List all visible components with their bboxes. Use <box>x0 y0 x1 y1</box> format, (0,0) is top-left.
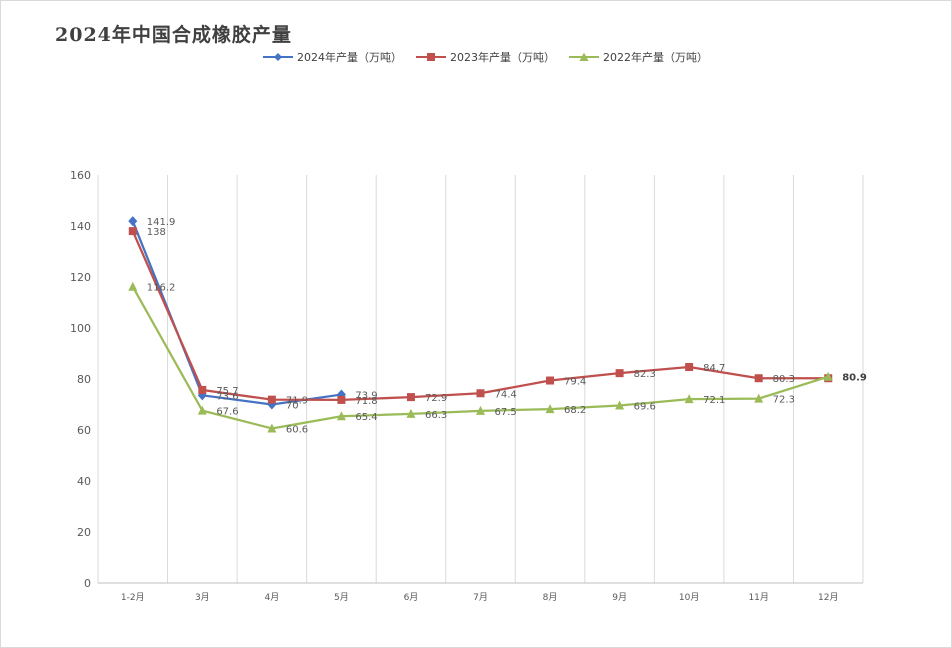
data-label: 116.2 <box>147 283 176 294</box>
data-point-marker <box>615 369 624 378</box>
data-point-marker <box>128 281 138 291</box>
data-point-marker <box>684 394 694 404</box>
data-label: 69.6 <box>634 402 656 413</box>
y-tick-label: 0 <box>84 577 91 590</box>
data-label: 73.9 <box>355 391 377 402</box>
data-point-marker <box>754 393 764 403</box>
legend-marker-2024 <box>263 53 293 61</box>
data-label: 80.9 <box>842 373 867 384</box>
data-point-marker <box>336 411 346 421</box>
data-point-marker <box>197 405 207 415</box>
data-point-marker <box>406 393 415 402</box>
data-label: 75.7 <box>216 386 238 397</box>
data-label: 72.1 <box>703 395 725 406</box>
data-point-marker <box>823 371 833 381</box>
y-tick-label: 80 <box>77 373 91 386</box>
data-point-marker <box>406 408 416 418</box>
data-label: 68.2 <box>564 405 586 416</box>
data-label: 72.9 <box>425 393 447 404</box>
data-label: 65.4 <box>355 412 377 423</box>
legend-item-2023: 2023年产量（万吨） <box>416 49 555 65</box>
data-label: 138 <box>147 227 166 238</box>
x-tick-label: 3月 <box>195 592 210 603</box>
data-point-marker <box>754 374 763 383</box>
data-label: 70 <box>286 401 299 412</box>
data-point-marker <box>685 363 694 372</box>
data-point-marker <box>267 423 277 433</box>
data-point-marker <box>267 395 276 404</box>
data-point-marker <box>476 405 485 415</box>
x-tick-label: 12月 <box>818 592 838 603</box>
chart-title: 2024年中国合成橡胶产量 <box>55 24 292 46</box>
data-label: 71.8 <box>355 396 377 407</box>
y-tick-label: 40 <box>77 475 91 488</box>
legend-label-2024: 2024年产量（万吨） <box>297 51 402 64</box>
data-label: 79.4 <box>564 377 586 388</box>
y-tick-label: 100 <box>70 322 91 335</box>
data-point-marker <box>337 395 346 404</box>
data-point-marker <box>128 216 138 227</box>
data-point-marker <box>545 404 555 414</box>
data-label: 67.5 <box>495 407 517 418</box>
data-label: 66.3 <box>425 410 447 421</box>
x-tick-label: 9月 <box>612 592 627 603</box>
legend-item-2022: 2022年产量（万吨） <box>569 49 708 65</box>
data-label: 74.4 <box>495 389 517 400</box>
data-label: 80.3 <box>773 374 795 385</box>
data-label: 67.6 <box>216 407 238 418</box>
x-tick-label: 5月 <box>334 592 349 603</box>
data-label: 60.6 <box>286 424 308 435</box>
x-tick-label: 11月 <box>748 592 768 603</box>
data-point-marker <box>546 376 555 385</box>
data-point-marker <box>128 227 137 236</box>
legend-marker-2022 <box>569 52 599 61</box>
legend-item-2024: 2024年产量（万吨） <box>263 49 402 65</box>
legend-marker-2023 <box>416 53 446 61</box>
x-tick-label: 4月 <box>264 592 279 603</box>
x-tick-label: 10月 <box>679 592 699 603</box>
data-label: 73.6 <box>216 391 238 402</box>
y-tick-label: 20 <box>77 526 91 539</box>
y-tick-label: 160 <box>70 169 91 182</box>
data-point-marker <box>615 400 625 410</box>
x-tick-label: 1-2月 <box>121 592 145 603</box>
data-label: 82.3 <box>634 369 656 380</box>
y-tick-label: 60 <box>77 424 91 437</box>
data-point-marker <box>198 385 207 394</box>
data-point-marker <box>476 389 485 398</box>
y-tick-label: 120 <box>70 271 91 284</box>
x-tick-label: 8月 <box>543 592 558 603</box>
legend-label-2022: 2022年产量（万吨） <box>603 51 708 64</box>
legend-label-2023: 2023年产量（万吨） <box>450 51 555 64</box>
chart-legend: 2024年产量（万吨） 2023年产量（万吨） 2022年产量（万吨） <box>263 48 722 66</box>
x-tick-label: 6月 <box>404 592 419 603</box>
data-label: 141.9 <box>147 217 176 228</box>
x-tick-label: 7月 <box>473 592 488 603</box>
data-label: 72.3 <box>773 395 795 406</box>
data-label: 84.7 <box>703 363 725 374</box>
data-label: 71.9 <box>286 396 308 407</box>
y-tick-label: 140 <box>70 220 91 233</box>
